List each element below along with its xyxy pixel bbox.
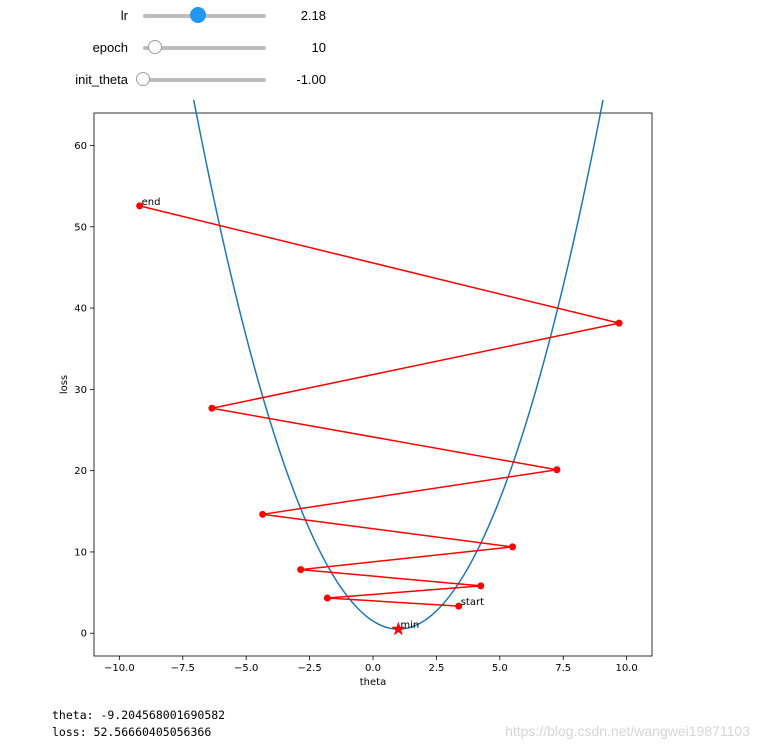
descent-point bbox=[509, 543, 516, 551]
y-tick-label: 60 bbox=[74, 141, 87, 152]
x-tick-label: 0.0 bbox=[365, 663, 381, 674]
epoch-slider-thumb[interactable] bbox=[148, 40, 163, 54]
init-theta-value: -1.00 bbox=[296, 72, 326, 87]
x-axis-label: theta bbox=[360, 677, 386, 688]
lr-slider[interactable] bbox=[143, 7, 266, 23]
x-tick-label: −10.0 bbox=[104, 663, 135, 674]
y-tick-label: 30 bbox=[74, 385, 87, 396]
y-tick-label: 20 bbox=[74, 466, 87, 477]
x-tick-label: 7.5 bbox=[555, 663, 571, 674]
y-tick-label: 10 bbox=[74, 547, 87, 558]
watermark: https://blog.csdn.net/wangwei19871103 bbox=[505, 723, 750, 739]
init-theta-label: init_theta bbox=[75, 72, 128, 87]
y-tick-label: 40 bbox=[74, 304, 87, 315]
epoch-slider[interactable] bbox=[143, 40, 266, 54]
epoch-label: epoch bbox=[92, 40, 128, 55]
axes: −10.0 −7.5 −5.0 −2.5 0.0 2.5 5.0 7.5 10.0 0 10 20 30… bbox=[59, 112, 653, 688]
x-tick-label: −5.0 bbox=[234, 663, 258, 674]
descent-point bbox=[208, 404, 216, 412]
lr-value: 2.18 bbox=[300, 8, 326, 23]
loss-curve bbox=[192, 100, 604, 630]
y-axis-label: loss bbox=[59, 375, 70, 394]
x-tick-label: −2.5 bbox=[297, 663, 321, 674]
descent-path-line bbox=[139, 205, 620, 607]
loss-curve-line bbox=[192, 100, 604, 630]
descent-point bbox=[297, 566, 305, 574]
epoch-value: 10 bbox=[311, 40, 326, 55]
annotation-start: start bbox=[461, 597, 484, 608]
descent-point bbox=[477, 582, 485, 590]
theta-output: theta: -9.204568001690582 bbox=[52, 708, 226, 722]
descent-point bbox=[553, 466, 561, 474]
descent-point bbox=[136, 202, 144, 210]
chart-labels: start end min bbox=[142, 197, 484, 631]
descent-point bbox=[615, 319, 623, 327]
plot-frame bbox=[93, 112, 653, 657]
descent-point bbox=[259, 510, 267, 518]
descent-point bbox=[455, 602, 463, 610]
descent-path bbox=[136, 202, 623, 636]
annotation-min: min bbox=[400, 620, 419, 631]
annotation-end: end bbox=[142, 197, 161, 208]
epoch-slider-row: epoch 10 bbox=[0, 35, 360, 61]
lr-slider-thumb[interactable] bbox=[190, 7, 207, 23]
lr-label: lr bbox=[120, 8, 128, 23]
descent-point bbox=[323, 594, 331, 602]
gradient-descent-chart: −10.0 −7.5 −5.0 −2.5 0.0 2.5 5.0 7.5 10.0 0 10 20 30… bbox=[59, 100, 653, 688]
x-tick-label: 2.5 bbox=[428, 663, 444, 674]
x-tick-label: −7.5 bbox=[171, 663, 195, 674]
x-tick-label: 5.0 bbox=[492, 663, 508, 674]
init-theta-slider-row: init_theta -1.00 bbox=[0, 67, 360, 93]
loss-output: loss: 52.56660405056366 bbox=[52, 725, 212, 739]
y-tick-label: 0 bbox=[81, 629, 87, 640]
lr-slider-row: lr 2.18 bbox=[0, 3, 360, 29]
init-theta-slider-thumb[interactable] bbox=[136, 72, 150, 86]
init-theta-slider[interactable] bbox=[136, 72, 266, 86]
min-star-marker bbox=[391, 621, 406, 636]
y-tick-label: 50 bbox=[74, 222, 87, 233]
x-tick-label: 10.0 bbox=[616, 663, 638, 674]
